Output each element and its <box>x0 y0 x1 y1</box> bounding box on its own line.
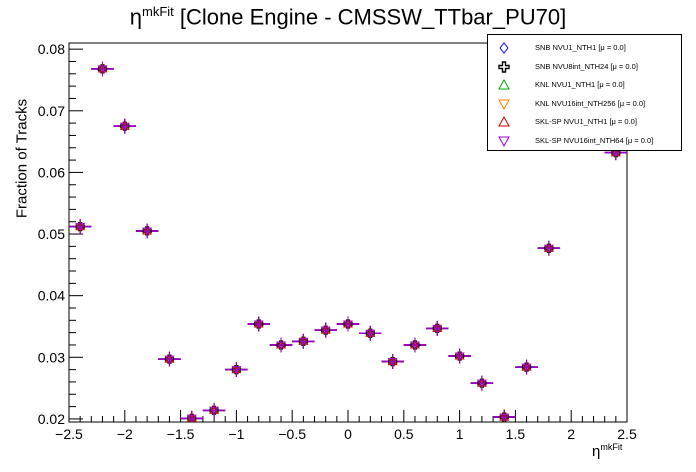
title-superscript: mkFit <box>141 4 174 19</box>
y-tick-label: 0.05 <box>38 226 65 242</box>
legend-marker-icon <box>498 42 510 54</box>
marker-triangle-down <box>164 355 175 365</box>
legend-label: KNL NVU1_NTH1 [μ = 0.0] <box>535 80 625 89</box>
marker-triangle-down <box>521 363 532 373</box>
legend-label: SKL-SP NVU16int_NTH64 [μ = 0.0] <box>535 135 654 145</box>
x-axis-label: ηmkFit <box>592 442 622 460</box>
marker-triangle-down <box>499 413 510 422</box>
marker-triangle-down <box>253 320 264 330</box>
y-tick-label: 0.04 <box>38 288 65 304</box>
legend-entry: SKL-SP NVU16int_NTH64 [μ = 0.0] <box>488 132 681 150</box>
title-eta: η <box>129 4 142 30</box>
marker-triangle-down <box>142 227 152 236</box>
y-tick-label: 0.03 <box>38 349 65 365</box>
legend-marker-icon <box>498 135 510 147</box>
y-tick-label: 0.06 <box>38 164 65 180</box>
marker-triangle-down <box>119 122 130 132</box>
marker-triangle-down <box>209 406 219 416</box>
marker-triangle-down <box>320 326 331 336</box>
marker-triangle-down <box>410 341 420 350</box>
marker-triangle-down <box>477 379 487 389</box>
legend-label: SKL-SP NVU1_NTH1 [μ = 0.0] <box>535 117 637 126</box>
x-axis-label-eta: η <box>592 443 601 460</box>
x-tick-label: 2.5 <box>617 426 637 442</box>
marker-triangle-down <box>365 329 376 339</box>
marker-triangle-down <box>343 320 353 330</box>
legend-entry: KNL NVU16int_NTH256 [μ = 0.0] <box>488 95 681 113</box>
marker-triangle-down <box>276 341 286 350</box>
x-tick-label: 1 <box>456 426 464 442</box>
legend-marker-icon <box>498 98 510 110</box>
x-tick-label: −1.5 <box>167 426 195 442</box>
legend-label: SNB NVU1_NTH1 [μ = 0.0] <box>535 43 626 52</box>
legend: SNB NVU1_NTH1 [μ = 0.0] SNB NVU8int_NTH24… <box>487 34 682 151</box>
marker-triangle-down <box>231 366 242 375</box>
x-tick-label: −1 <box>228 426 244 442</box>
legend-entry: KNL NVU1_NTH1 [μ = 0.0] <box>488 76 681 94</box>
x-tick-label: 0 <box>344 426 352 442</box>
x-axis-label-superscript: mkFit <box>600 442 623 452</box>
title-text: [Clone Engine - CMSSW_TTbar_PU70] <box>173 4 567 30</box>
legend-label: SNB NVU8int_NTH24 [μ = 0.0] <box>535 61 638 71</box>
marker-triangle-down <box>298 337 309 347</box>
marker-triangle-down <box>432 324 443 334</box>
x-tick-label: −0.5 <box>278 426 306 442</box>
x-tick-label: 2 <box>567 426 575 442</box>
marker-triangle-down <box>186 414 197 422</box>
y-axis-label: Fraction of Tracks <box>13 98 31 219</box>
x-tick-label: 0.5 <box>394 426 414 442</box>
legend-marker-icon <box>498 78 510 91</box>
x-tick-label: −2 <box>117 426 133 442</box>
legend-entry: SKL-SP NVU1_NTH1 [μ = 0.0] <box>488 113 681 131</box>
chart-title: ηmkFit [Clone Engine - CMSSW_TTbar_PU70] <box>0 4 696 30</box>
legend-label: KNL NVU16int_NTH256 [μ = 0.0] <box>535 98 646 108</box>
x-tick-label: 1.5 <box>506 426 526 442</box>
y-tick-label: 0.07 <box>38 103 65 119</box>
y-tick-label: 0.02 <box>38 411 65 427</box>
legend-entry: SNB NVU1_NTH1 [μ = 0.0] <box>488 39 681 57</box>
x-tick-label: −2.5 <box>55 426 83 442</box>
marker-triangle-down <box>454 352 465 362</box>
data-points <box>69 61 627 422</box>
y-tick-label: 0.08 <box>38 41 65 57</box>
marker-triangle-down <box>387 358 398 367</box>
legend-marker-icon <box>498 115 510 128</box>
legend-entry: SNB NVU8int_NTH24 [μ = 0.0] <box>488 58 681 76</box>
marker-triangle-down <box>75 223 86 232</box>
legend-marker-icon <box>498 60 510 73</box>
marker-triangle-down <box>97 65 108 74</box>
marker-triangle-down <box>544 244 554 254</box>
